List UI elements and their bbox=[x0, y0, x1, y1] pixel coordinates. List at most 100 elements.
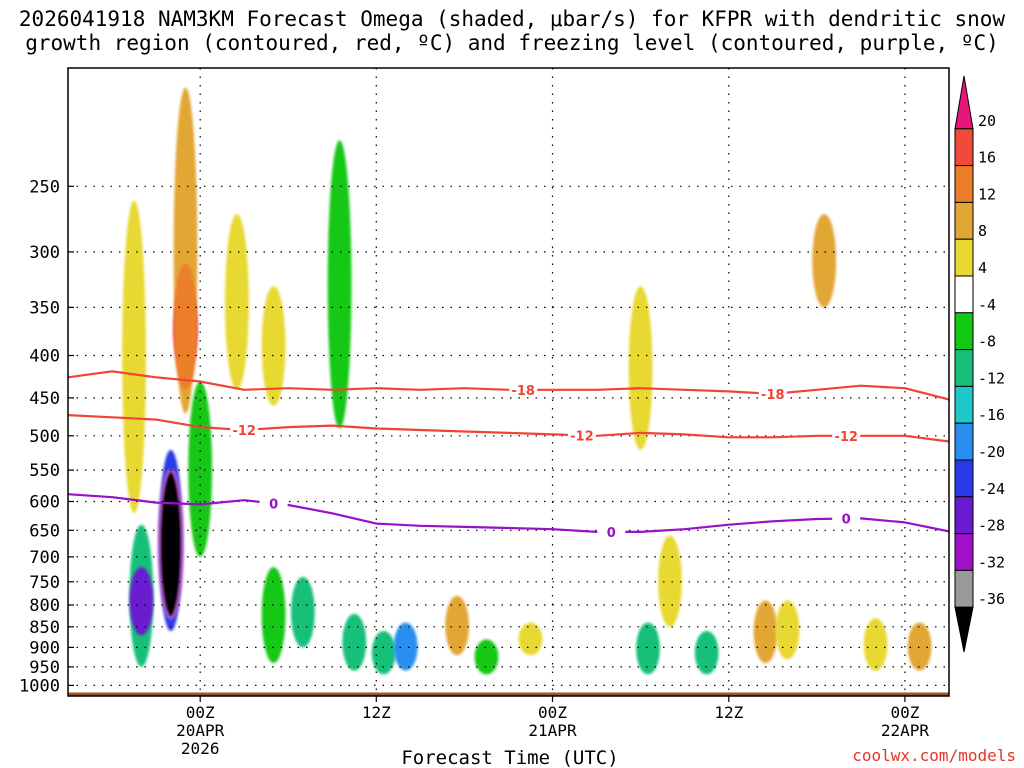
y-tick-label: 350 bbox=[29, 298, 60, 318]
colorbar-swatch bbox=[954, 496, 974, 535]
contour-label-bg bbox=[567, 428, 596, 443]
y-tick-label: 450 bbox=[29, 389, 60, 409]
contour-label: -12 bbox=[834, 430, 858, 445]
contour-dendritic-minus12 bbox=[68, 414, 949, 443]
omega-shade-region bbox=[122, 200, 146, 514]
colorbar-swatch bbox=[954, 569, 974, 608]
y-tick-label: 750 bbox=[29, 573, 60, 593]
omega-shade-region bbox=[445, 595, 469, 656]
colorbar-swatch bbox=[954, 75, 974, 130]
colorbar-label: 16 bbox=[978, 149, 996, 167]
x-tick-label: 2026 bbox=[181, 739, 220, 758]
omega-shade-region bbox=[907, 622, 932, 671]
omega-shade-region bbox=[173, 263, 198, 390]
contour-layer: -18 -18 -12 -12 -12 0 0 0 bbox=[68, 370, 949, 541]
omega-shade-region bbox=[474, 639, 499, 675]
colorbar-swatch bbox=[954, 422, 974, 461]
colorbar-label: -24 bbox=[978, 480, 1005, 498]
colorbar-swatch bbox=[954, 459, 974, 498]
colorbar-label: -28 bbox=[978, 517, 1005, 535]
colorbar-label: 8 bbox=[978, 222, 987, 240]
y-tick-label: 900 bbox=[29, 638, 60, 658]
contour-label-bg bbox=[597, 524, 626, 539]
omega-shade-region bbox=[261, 286, 286, 406]
y-tick-label: 700 bbox=[29, 548, 60, 568]
y-tick-label: 500 bbox=[29, 427, 60, 447]
contour-label: -12 bbox=[570, 429, 594, 444]
contour-label-bg bbox=[832, 428, 861, 443]
y-tick-label: 950 bbox=[29, 658, 60, 678]
y-tick-label: 850 bbox=[29, 618, 60, 638]
x-tick-label: 00Z bbox=[538, 703, 567, 722]
omega-shading-layer bbox=[68, 87, 949, 696]
omega-shade-region bbox=[261, 567, 286, 664]
colorbar-label: -12 bbox=[978, 369, 1005, 387]
colorbar-swatch bbox=[954, 165, 974, 203]
omega-shade-region bbox=[371, 631, 396, 675]
omega-shade-region bbox=[812, 214, 837, 308]
omega-shade-region bbox=[188, 381, 213, 557]
contour-label-bg bbox=[259, 496, 288, 511]
y-axis: 2503003504004505005506006507007508008509… bbox=[19, 177, 74, 696]
x-tick-label: 00Z bbox=[890, 703, 919, 722]
contour-label: -18 bbox=[511, 384, 535, 399]
colorbar-swatch bbox=[954, 349, 974, 387]
omega-shade-region bbox=[694, 631, 719, 675]
contour-dendritic-minus18 bbox=[68, 370, 949, 401]
colorbar-label: -32 bbox=[978, 553, 1005, 571]
x-tick-label: 20APR bbox=[176, 721, 225, 740]
y-tick-label: 400 bbox=[29, 347, 60, 367]
colorbar-label: -20 bbox=[978, 443, 1005, 461]
colorbar-swatch bbox=[954, 385, 974, 424]
y-tick-label: 1000 bbox=[19, 676, 60, 696]
omega-shade-region bbox=[658, 535, 682, 627]
colorbar-label: -36 bbox=[978, 590, 1005, 608]
y-tick-label: 650 bbox=[29, 521, 60, 541]
colorbar-swatch bbox=[954, 606, 974, 653]
chart-title-line2: growth region (contoured, red, ºC) and f… bbox=[25, 31, 999, 55]
terrain-ground-fill bbox=[68, 692, 949, 696]
x-tick-label: 12Z bbox=[714, 703, 743, 722]
colorbar-swatch bbox=[954, 275, 974, 314]
omega-shade-region bbox=[753, 600, 778, 664]
omega-shade-region bbox=[327, 140, 352, 429]
x-tick-label: 00Z bbox=[186, 703, 215, 722]
contour-label-bg bbox=[832, 511, 861, 526]
omega-shade-region bbox=[393, 622, 418, 671]
omega-shade-region bbox=[863, 618, 888, 671]
colorbar: 20 16 12 8 4 -4 -8 -12 -16 -20 -24 -28 -32 -36 bbox=[954, 75, 1005, 653]
contour-label: -18 bbox=[761, 388, 785, 403]
contour-label: 0 bbox=[269, 497, 278, 512]
y-tick-label: 800 bbox=[29, 596, 60, 616]
y-tick-label: 550 bbox=[29, 461, 60, 481]
x-tick-label: 22APR bbox=[881, 721, 930, 740]
omega-shade-region bbox=[291, 577, 315, 648]
plot-frame bbox=[67, 67, 950, 697]
colorbar-label: -8 bbox=[978, 333, 996, 351]
omega-shade-region bbox=[518, 622, 543, 656]
omega-shade-region bbox=[225, 214, 249, 390]
omega-shade-region bbox=[129, 567, 154, 636]
colorbar-swatch bbox=[954, 312, 974, 351]
y-tick-label: 250 bbox=[29, 177, 60, 197]
omega-shade-region bbox=[342, 613, 367, 671]
colorbar-label: 20 bbox=[978, 112, 996, 130]
colorbar-swatch bbox=[954, 533, 974, 571]
y-tick-label: 300 bbox=[29, 243, 60, 263]
colorbar-swatch bbox=[954, 201, 974, 240]
x-axis-label: Forecast Time (UTC) bbox=[401, 747, 618, 768]
x-tick-label: 12Z bbox=[362, 703, 391, 722]
chart-title-line1: 2026041918 NAM3KM Forecast Omega (shaded… bbox=[18, 7, 1006, 31]
omega-shade-region bbox=[157, 469, 184, 620]
colorbar-swatch bbox=[954, 238, 974, 277]
colorbar-label: 4 bbox=[978, 259, 987, 277]
x-tick-label: 21APR bbox=[528, 721, 577, 740]
y-tick-label: 600 bbox=[29, 493, 60, 513]
colorbar-label: -4 bbox=[978, 296, 996, 314]
omega-shade-region bbox=[628, 286, 653, 450]
contour-freezing-zero bbox=[68, 493, 949, 534]
colorbar-label: -16 bbox=[978, 406, 1005, 424]
contour-label-bg bbox=[230, 423, 259, 437]
contour-label: 0 bbox=[607, 526, 616, 541]
